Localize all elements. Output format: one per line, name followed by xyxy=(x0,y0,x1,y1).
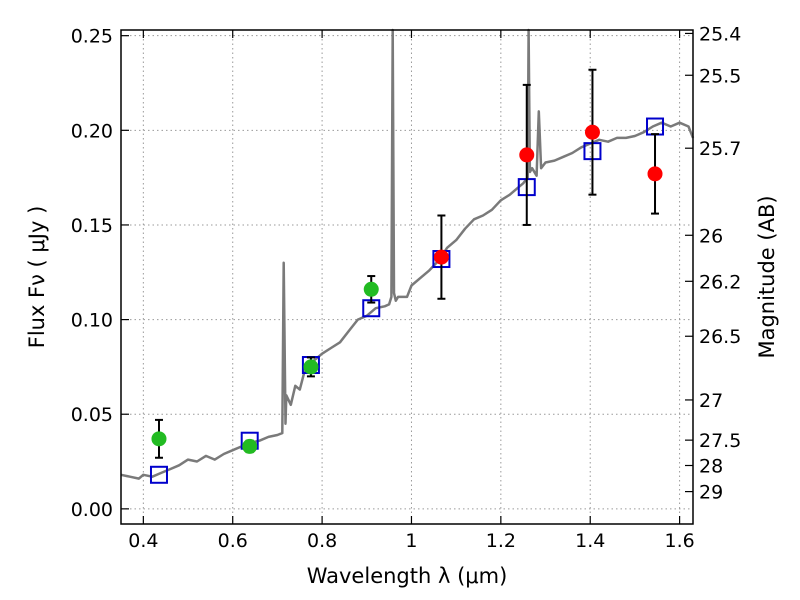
photometry-point xyxy=(433,249,449,265)
magnitude-tick-label: 26 xyxy=(699,225,723,247)
y-tick-label: 0.05 xyxy=(71,404,113,426)
x-tick-label: 0.6 xyxy=(218,530,248,552)
photometry-point xyxy=(363,281,379,297)
x-tick-label: 1 xyxy=(405,530,417,552)
model-spectrum-line xyxy=(120,28,695,480)
y-tick-label: 0.20 xyxy=(71,120,113,142)
magnitude-tick-label: 26.5 xyxy=(699,326,741,348)
ticks: 0.4 0.6 0.8 1 1.2 1.4 1.6 0.00 0.05 0.10 0.15 0.20 0… xyxy=(71,23,742,552)
x-tick-label: 1.2 xyxy=(486,530,516,552)
x-tick-label: 0.8 xyxy=(307,530,337,552)
magnitude-tick-label: 27.5 xyxy=(699,430,741,452)
y-tick-label: 0.15 xyxy=(71,215,113,237)
plot-border xyxy=(120,29,694,525)
plot-frame xyxy=(120,29,694,525)
magnitude-tick-label: 25.4 xyxy=(699,23,741,45)
photometry-point xyxy=(303,359,319,375)
magnitude-tick-label: 25.7 xyxy=(699,138,741,160)
magnitude-tick-label: 29 xyxy=(699,482,723,504)
photometry-point xyxy=(647,166,663,182)
plot-area xyxy=(120,28,695,484)
x-tick-label: 1.4 xyxy=(575,530,605,552)
y-tick-label: 0.25 xyxy=(71,26,113,48)
magnitude-tick-label: 26.2 xyxy=(699,271,741,293)
x-tick-label: 1.6 xyxy=(664,530,694,552)
plot-background xyxy=(121,30,693,524)
grid xyxy=(121,30,693,524)
x-tick-label: 0.4 xyxy=(128,530,158,552)
photometry-point xyxy=(584,124,600,140)
magnitude-tick-label: 27 xyxy=(699,390,723,412)
x-axis-title: Wavelength λ (μm) xyxy=(307,564,508,588)
magnitude-tick-label: 25.5 xyxy=(699,65,741,87)
photometry-point xyxy=(519,147,535,163)
y-tick-label: 0.00 xyxy=(71,499,113,521)
photometry-point xyxy=(151,431,167,447)
magnitude-tick-label: 28 xyxy=(699,455,723,477)
photometry-point xyxy=(242,438,258,454)
right-axis-title: Magnitude (AB) xyxy=(755,195,779,358)
model-photometry-square xyxy=(149,465,168,484)
y-tick-label: 0.10 xyxy=(71,310,113,332)
y-axis-title: Flux Fν ( μJy ) xyxy=(25,206,49,349)
